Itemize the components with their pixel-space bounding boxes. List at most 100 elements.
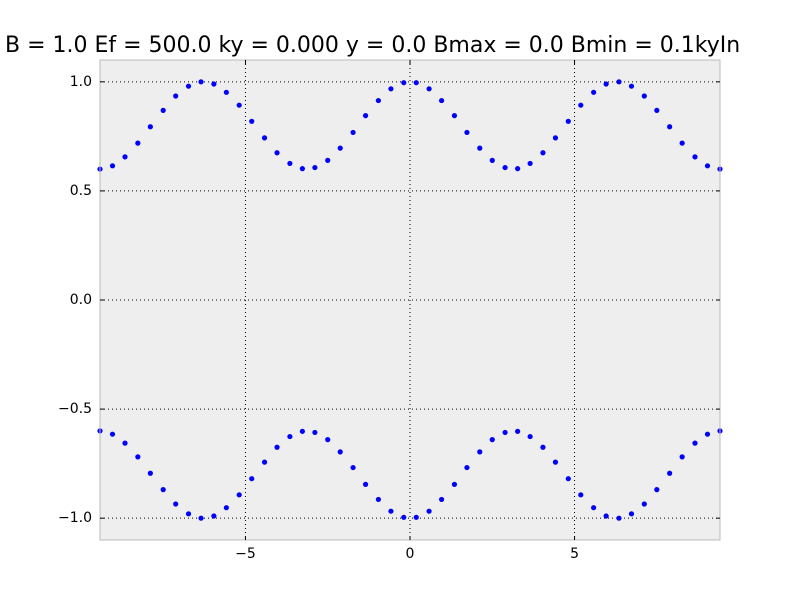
- point: [375, 496, 382, 503]
- point: [438, 97, 445, 104]
- point: [515, 428, 521, 434]
- point: [337, 449, 343, 455]
- point: [464, 464, 470, 471]
- point: [160, 107, 166, 113]
- point: [552, 459, 559, 465]
- point: [540, 444, 546, 450]
- point: [603, 513, 609, 519]
- point: [464, 129, 470, 136]
- point: [160, 487, 166, 493]
- point: [362, 481, 369, 487]
- point: [185, 511, 192, 517]
- x-tick-label: −5: [235, 546, 256, 562]
- point: [413, 514, 419, 520]
- point: [628, 83, 635, 89]
- point: [236, 102, 242, 108]
- point: [426, 86, 432, 92]
- point: [451, 481, 458, 487]
- y-tick-label: −0.5: [58, 401, 92, 417]
- point: [477, 145, 483, 151]
- chart-title: B = 1.0 Ef = 500.0 ky = 0.000 y = 0.0 Bm…: [5, 33, 740, 58]
- point: [249, 118, 255, 124]
- point: [591, 89, 597, 95]
- point: [299, 166, 305, 172]
- point: [413, 80, 419, 86]
- y-tick-label: 1.0: [70, 74, 92, 90]
- point: [603, 81, 609, 87]
- point: [211, 513, 217, 519]
- point: [147, 124, 153, 130]
- point: [223, 505, 229, 511]
- point: [502, 164, 508, 171]
- point: [287, 160, 293, 167]
- point: [692, 440, 698, 446]
- point: [337, 145, 343, 151]
- point: [401, 80, 407, 86]
- point: [591, 505, 597, 511]
- point: [438, 496, 445, 503]
- point: [135, 140, 141, 146]
- point: [312, 429, 318, 436]
- point: [388, 86, 394, 92]
- point: [388, 508, 394, 514]
- point: [109, 431, 116, 437]
- point: [704, 163, 711, 169]
- point: [173, 501, 179, 507]
- point: [350, 129, 356, 136]
- x-tick-label: 0: [406, 546, 415, 562]
- point: [578, 492, 584, 498]
- point: [654, 487, 660, 493]
- point: [135, 454, 141, 460]
- point: [261, 459, 268, 465]
- point: [350, 464, 356, 471]
- point: [616, 79, 622, 85]
- point: [299, 428, 305, 434]
- point: [515, 166, 521, 172]
- point: [565, 118, 571, 124]
- y-tick-label: 0.0: [70, 292, 92, 308]
- point: [325, 437, 331, 443]
- point: [489, 437, 495, 443]
- point: [477, 449, 483, 455]
- point: [147, 470, 153, 476]
- point: [704, 431, 711, 437]
- plot-layer: [97, 60, 723, 540]
- point: [552, 135, 559, 141]
- point: [527, 160, 533, 167]
- point: [616, 515, 622, 521]
- point: [641, 93, 647, 99]
- point: [426, 508, 432, 514]
- y-tick-label: 0.5: [70, 183, 92, 199]
- point: [223, 89, 229, 95]
- point: [274, 444, 280, 450]
- point: [451, 113, 458, 119]
- point: [261, 135, 268, 141]
- point: [312, 164, 318, 171]
- point: [122, 154, 128, 160]
- point: [109, 163, 116, 169]
- point: [173, 93, 179, 99]
- point: [489, 157, 495, 163]
- point: [565, 476, 571, 482]
- point: [641, 501, 647, 507]
- point: [667, 470, 673, 476]
- point: [185, 83, 192, 89]
- point: [249, 476, 255, 482]
- point: [325, 157, 331, 163]
- point: [692, 154, 698, 160]
- point: [375, 97, 382, 104]
- point: [667, 124, 673, 130]
- point: [527, 433, 533, 440]
- point: [211, 81, 217, 87]
- point: [679, 454, 685, 460]
- point: [274, 150, 280, 156]
- point: [401, 514, 407, 520]
- point: [540, 150, 546, 156]
- x-tick-label: 5: [570, 546, 579, 562]
- point: [236, 492, 242, 498]
- point: [679, 140, 685, 146]
- y-tick-label: −1.0: [58, 510, 92, 526]
- point: [198, 79, 204, 85]
